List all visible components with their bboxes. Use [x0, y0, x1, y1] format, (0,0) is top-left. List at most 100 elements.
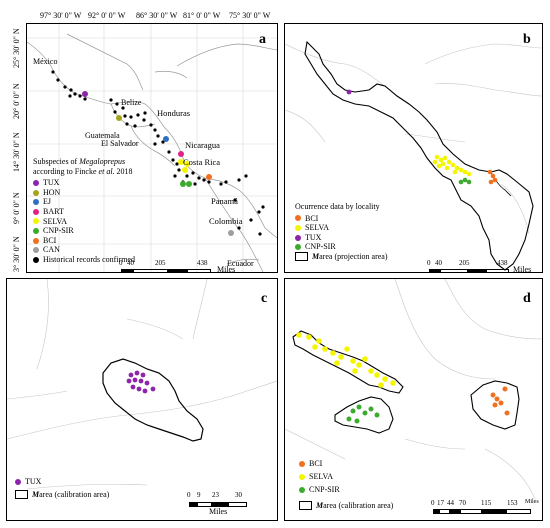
area-swatch-b [295, 252, 308, 262]
coord-left-3: 14° 30' 0" N [12, 132, 21, 172]
panel-b-legend-swatch [295, 234, 301, 241]
place-ecuador: Ecuador [227, 259, 254, 268]
panel-c-legend: TUX M area (calibration area) [15, 477, 109, 499]
panel-b-legend: Ocurrence data by locality BCI SELVA TUX CN… [295, 202, 388, 262]
scale-a-tick-3: 438 [197, 259, 208, 267]
coord-top-4: 81° 0' 0" W [183, 11, 221, 20]
panel-d-scale-bar: 0 17 44 70 115 153 Miles [429, 499, 542, 519]
panel-c-scale-bar: 0 9 23 30 Miles [185, 491, 275, 516]
panel-a-legend-label: BART [43, 206, 64, 216]
panel-d-legend-item: CNP-SIR [299, 483, 393, 496]
tux-point [82, 91, 88, 97]
area-swatch-c [15, 489, 28, 499]
panel-a-legend-swatch [33, 247, 39, 254]
scale-c-tick-3: 30 [235, 491, 242, 499]
bci-points-d [490, 386, 510, 416]
m-area-outline-d3 [470, 380, 520, 430]
panel-a-legend-swatch [33, 179, 39, 186]
scale-a-unit: Miles [217, 265, 236, 273]
cnp-sir-points-d [346, 404, 380, 424]
scale-d-tick-4: 115 [481, 499, 492, 507]
scale-c-tick-0: 0 [187, 491, 191, 499]
panel-a-legend-item: SELVA [33, 217, 135, 227]
scale-b-tick-2: 205 [459, 259, 470, 267]
panel-a-legend-label: CNP-SIR [43, 226, 74, 236]
panel-c-legend-items: TUX [15, 477, 109, 487]
panel-b-area-legend: M area (projection area) [295, 252, 388, 262]
panel-b-legend-label: SELVA [305, 223, 330, 233]
place-panama: Panamá [211, 196, 238, 206]
scale-d-tick-1: 17 [437, 499, 444, 507]
can-point [228, 230, 234, 236]
panel-d-basemap [285, 279, 542, 500]
bci-points-b [487, 169, 498, 185]
scale-d-tick-2: 44 [447, 499, 454, 507]
scale-b-tick-0: 0 [427, 259, 431, 267]
panel-a-map: a México Belize Honduras Guatemala El Sa… [26, 23, 278, 273]
scale-a-tick-2: 205 [155, 259, 166, 267]
scale-d-unit: Miles [525, 499, 539, 505]
scale-a-tick-0: 0 [119, 259, 123, 267]
panel-a-legend-item: CAN [33, 245, 135, 255]
panel-b-scale-bar: 0 40 205 438 Miles [425, 259, 542, 272]
panel-a-legend-swatch [33, 208, 39, 215]
panel-d-legend-item: BCI [299, 457, 393, 470]
scale-c-tick-2: 23 [212, 491, 219, 499]
coord-left-1: 25° 30' 0" N [12, 28, 21, 68]
m-area-outline-d2 [334, 396, 394, 434]
tux-points-c [126, 370, 156, 394]
selva-point [178, 159, 184, 165]
m-area-outline-d1 [292, 330, 404, 394]
panel-a-legend-title: Subspecies of Megaloprepus [33, 157, 126, 166]
panel-d-legend-label: CNP-SIR [309, 485, 340, 494]
panel-d-legend-swatch [299, 486, 305, 493]
panel-a-legend-swatch [33, 256, 39, 263]
place-nicaragua: Nicaragua [185, 140, 220, 150]
place-guatemala: Guatemala [85, 131, 120, 140]
panel-c-legend-item: TUX [15, 477, 109, 487]
panel-d-legend-label: BCI [309, 459, 323, 468]
panel-a-legend-label: HON [43, 187, 61, 197]
panel-b-legend-label: CNP-SIR [305, 242, 336, 252]
place-colombia: Colombia [209, 216, 243, 226]
panel-b-legend-label: TUX [305, 232, 322, 242]
panel-a-legend: Subspecies of Megaloprepus according to … [33, 157, 135, 265]
panel-a-label: a [259, 32, 266, 47]
panel-d-legend-item: SELVA [299, 470, 393, 483]
panel-b-legend-item: BCI [295, 214, 388, 224]
panel-a-legend-item: TUX [33, 178, 135, 188]
panel-a-legend-item: CNP-SIR [33, 226, 135, 236]
scale-a-tick-1: 40 [127, 259, 134, 267]
panel-b-legend-swatch [295, 215, 301, 222]
scale-d-tick-5: 153 [507, 499, 518, 507]
panel-a-legend-label: BCI [43, 235, 57, 245]
selva-points-b [432, 154, 472, 177]
scale-c-unit: Miles [209, 507, 228, 516]
panel-c-basemap [7, 279, 277, 490]
panel-d-legend-swatch [299, 460, 305, 467]
bci-point [206, 174, 212, 180]
panel-a-legend-item: BCI [33, 236, 135, 246]
selva-points-d [296, 332, 396, 388]
panel-a-legend-item: EJ [33, 197, 135, 207]
panel-d-area-legend: M area (calibration area) [299, 501, 393, 511]
scale-d-tick-3: 70 [459, 499, 466, 507]
ej-point [163, 136, 169, 142]
panel-d-legend-items: BCI SELVA CNP-SIR [299, 457, 393, 496]
place-el-salvador: El Salvador [101, 139, 139, 148]
panel-d-map: d BCI SELVA CNP-SIR M area (calibration ar… [284, 278, 543, 521]
cnp-sir-points-b [458, 177, 472, 185]
coord-top-1: 97° 30' 0" W [40, 11, 82, 20]
panel-c-map: c TUX M area (calibration area) 0 9 23 3… [6, 278, 278, 521]
panel-a-legend-items: TUX HON EJ BART SELVA CNP-SIR BCI CAN Historical… [33, 178, 135, 264]
panel-c-legend-label: TUX [25, 477, 42, 486]
panel-a-legend-swatch [33, 199, 39, 206]
panel-a-basemap [27, 24, 277, 272]
panel-b-legend-swatch [295, 224, 301, 231]
panel-a-legend-item: HON [33, 188, 135, 198]
scale-b-tick-3: 438 [497, 259, 508, 267]
coord-left-5: 3° 30' 0" N [12, 236, 21, 272]
panel-a-legend-label: Historical records confirmed [43, 254, 135, 264]
scale-c-tick-1: 9 [197, 491, 201, 499]
m-area-outline-b [304, 40, 534, 271]
